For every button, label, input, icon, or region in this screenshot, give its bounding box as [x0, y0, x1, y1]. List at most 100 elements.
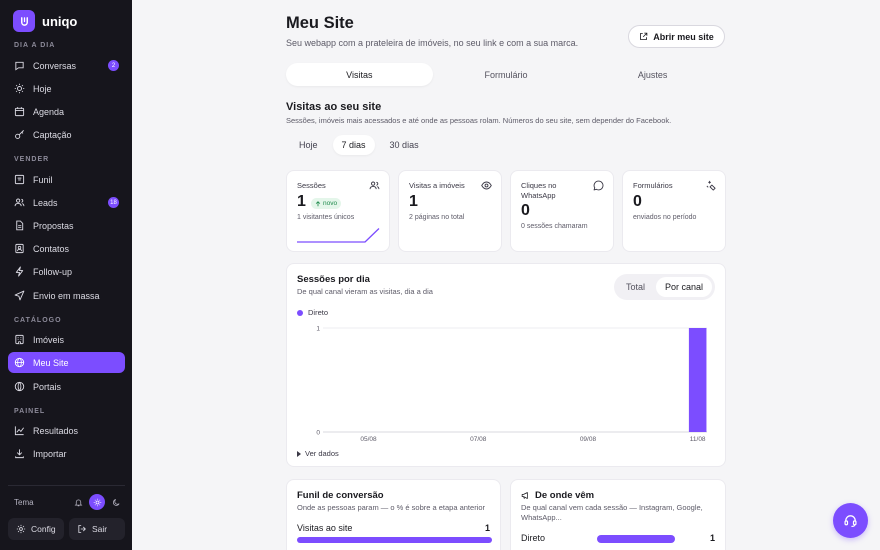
document-icon [16, 220, 24, 231]
tab-formulario[interactable]: Formulário [484, 69, 528, 80]
legend-swatch [297, 309, 303, 316]
kpi-card-cliques-whatsapp: Cliques no WhatsApp 0 0 sessões chamaram [510, 170, 614, 252]
sidebar-item-label: Imóveis [33, 334, 65, 345]
sidebar-item-label: Leads [33, 197, 58, 208]
megaphone-icon [521, 492, 528, 499]
chart-legend: Direto [297, 308, 328, 317]
kpi-title: Formulários [633, 181, 673, 190]
funnel-title: Funil de conversão [297, 490, 384, 501]
sidebar-item-label: Contatos [33, 243, 70, 254]
new-badge-label: novo [323, 200, 338, 207]
new-badge: novo [311, 198, 342, 209]
period-selector: Hoje 7 dias 30 dias [290, 135, 428, 155]
period-30-dias[interactable]: 30 dias [389, 140, 419, 150]
sidebar-item-imoveis[interactable]: Imóveis [8, 329, 125, 350]
sidebar-item-label: Conversas [33, 60, 77, 71]
contacts-icon [15, 243, 24, 254]
legend-label: Direto [308, 308, 329, 317]
toggle-total[interactable]: Total [625, 282, 645, 292]
sidebar-item-resultados[interactable]: Resultados [8, 420, 125, 441]
x-tick-label: 11/08 [690, 436, 706, 443]
external-link-icon [640, 32, 648, 40]
theme-label: Tema [14, 497, 34, 507]
section-label-vender: VENDER [14, 156, 50, 163]
globe-icon [14, 357, 25, 368]
sidebar-item-importar[interactable]: Importar [8, 443, 125, 464]
bar-11-08 [688, 328, 707, 432]
sessions-sparkline [297, 228, 380, 243]
traffic-origin-card: De onde vêm De qual canal vem cada sessã… [510, 479, 726, 550]
period-7-dias[interactable]: 7 dias [332, 135, 375, 155]
kpi-foot: enviados no período [633, 214, 697, 221]
funnel-stage-value: 1 [484, 523, 490, 533]
sidebar-item-propostas[interactable]: Propostas [8, 215, 125, 236]
theme-dark-button[interactable] [108, 494, 124, 510]
sidebar-item-meu-site[interactable]: Meu Site [8, 352, 125, 373]
sidebar-item-captacao[interactable]: Captação [8, 124, 125, 145]
sidebar-item-follow-up[interactable]: Follow-up [8, 261, 125, 282]
sidebar-item-funil[interactable]: Funil [8, 169, 125, 190]
x-tick-label: 09/08 [580, 436, 597, 443]
section-label-catalogo: CATÁLOGO [14, 317, 62, 324]
kpi-card-visitas-imoveis: Visitas a imóveis 1 2 páginas no total [398, 170, 502, 252]
brand-name: uniqo [42, 13, 78, 29]
sidebar-item-label: Envio em massa [33, 290, 100, 301]
theme-system-button[interactable] [70, 494, 86, 510]
sidebar-item-leads[interactable]: Leads 18 [8, 192, 125, 213]
section-label-dia-a-dia: DIA A DIA [14, 42, 56, 49]
kpi-value: 0 [521, 202, 530, 219]
theme-light-button[interactable] [89, 494, 105, 510]
sidebar-item-agenda[interactable]: Agenda [8, 101, 125, 122]
sidebar-item-label: Funil [33, 174, 53, 185]
sidebar-item-label: Meu Site [33, 357, 69, 368]
sidebar-item-conversas[interactable]: Conversas 2 [8, 55, 125, 76]
see-data-toggle[interactable]: Ver dados [297, 449, 339, 458]
funnel-subtitle: Onde as pessoas param — o % é sobre a et… [297, 503, 486, 512]
logout-label: Sair [92, 524, 108, 534]
config-button[interactable]: Config [8, 518, 64, 540]
unread-badge: 2 [108, 60, 119, 71]
headset-icon [844, 515, 857, 527]
toggle-por-canal[interactable]: Por canal [655, 277, 712, 297]
users-icon [369, 181, 380, 190]
tab-visitas[interactable]: Visitas [286, 63, 433, 86]
bolt-icon [15, 266, 24, 277]
kpi-foot: 1 visitantes únicos [297, 214, 355, 221]
caret-right-icon [297, 450, 301, 457]
sidebar-item-label: Importar [33, 448, 67, 459]
kpi-value: 1 [297, 193, 306, 210]
y-tick-label: 1 [316, 326, 320, 333]
logout-button[interactable]: Sair [69, 518, 125, 540]
sidebar-item-contatos[interactable]: Contatos [8, 238, 125, 259]
x-tick-label: 05/08 [360, 436, 377, 443]
uniqo-logo-icon [13, 10, 35, 32]
open-site-label: Abrir meu site [653, 31, 714, 42]
sidebar-item-portais[interactable]: Portais [8, 376, 125, 397]
sidebar: uniqo DIA A DIA Conversas 2 Hoje Agenda … [0, 0, 132, 550]
kpi-title: Visitas a imóveis [409, 181, 465, 190]
brand[interactable]: uniqo [13, 10, 77, 32]
kpi-value: 1 [409, 193, 418, 210]
portal-icon [14, 381, 25, 392]
moon-icon [112, 498, 119, 506]
y-tick-label: 0 [316, 430, 320, 437]
calendar-icon [14, 107, 25, 117]
sidebar-item-hoje[interactable]: Hoje [8, 78, 125, 99]
sun-icon [93, 498, 101, 506]
sidebar-item-label: Resultados [33, 425, 79, 436]
logout-icon [78, 525, 86, 533]
open-site-button[interactable]: Abrir meu site [628, 25, 725, 48]
sidebar-item-label: Agenda [33, 106, 65, 117]
arrow-up-icon [315, 200, 321, 206]
tab-ajustes[interactable]: Ajustes [637, 69, 668, 80]
send-icon [14, 290, 25, 301]
see-data-label: Ver dados [305, 449, 339, 458]
period-hoje[interactable]: Hoje [299, 140, 318, 150]
sidebar-item-label: Propostas [33, 220, 74, 231]
sidebar-item-label: Follow-up [33, 266, 73, 277]
sidebar-item-envio-em-massa[interactable]: Envio em massa [8, 285, 125, 306]
funnel-stage-bar [297, 537, 492, 543]
kpi-foot: 0 sessões chamaram [521, 223, 588, 230]
help-chat-button[interactable] [833, 503, 868, 538]
kpi-title: Cliques no WhatsApp [521, 181, 557, 200]
